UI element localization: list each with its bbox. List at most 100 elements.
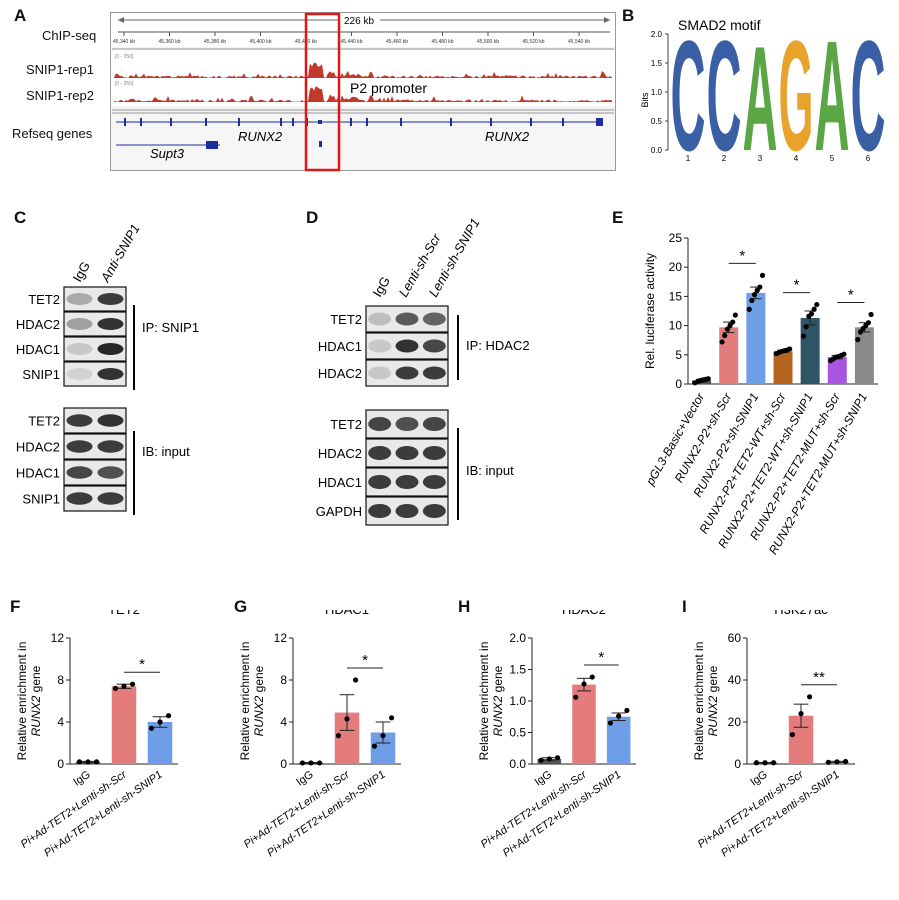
blot-band (422, 504, 446, 518)
motif-letter-C: C (707, 10, 742, 170)
chart-title: TET2 (108, 610, 140, 617)
tick-label: 45,460 kb (386, 39, 408, 45)
tick-label: 45,540 kb (568, 39, 590, 45)
motif-ytick-label: 1.0 (651, 88, 663, 97)
y-tick-label: 4 (280, 715, 287, 729)
panel-c-western: IgG Anti-SNIP1 TET2 HDAC2 HDAC1 SNIP1 TET2 HD… (16, 225, 199, 515)
blot-band (395, 312, 419, 326)
data-point (770, 760, 777, 766)
y-tick-label: 8 (280, 673, 287, 687)
chart-title: H3K27ac (774, 610, 828, 617)
blot-band (395, 446, 419, 460)
data-point (546, 756, 552, 762)
blot-band (97, 414, 124, 427)
motif-letter-C: C (671, 10, 706, 170)
y-axis-label-gene: RUNX2 (491, 695, 505, 736)
motif-ytick-label: 0.0 (651, 146, 663, 155)
exon (530, 118, 532, 126)
rep1-range: [0 - 250] (115, 54, 134, 60)
c-lane-anti-snip1: Anti-SNIP1 (97, 225, 143, 285)
motif-position: 6 (866, 154, 871, 163)
blot-band (395, 475, 419, 489)
blot-row-label: GAPDH (316, 504, 362, 519)
data-point (842, 758, 849, 765)
data-point (380, 733, 386, 739)
runx2-label-b: RUNX2 (485, 129, 530, 144)
motif-yticks: 0.0 0.5 1.0 1.5 2.0 (651, 30, 668, 155)
y-axis-label-line1: Relative enrichment in (692, 642, 706, 761)
motif-position: 2 (722, 154, 727, 163)
x-tick-label: IgG (294, 769, 315, 789)
data-point (299, 760, 306, 766)
motif-glyph: C (671, 10, 706, 170)
panel-label-a: A (14, 6, 27, 25)
d-input-blot-tet2 (365, 409, 449, 439)
y-tick-label: 8 (57, 673, 64, 687)
blot-row-label: SNIP1 (22, 367, 60, 382)
blot-band (422, 339, 446, 353)
y-tick-label: 12 (274, 631, 288, 645)
panel-label-e: E (612, 208, 624, 227)
tick-label: 45,440 kb (341, 39, 363, 45)
blot-band (395, 339, 419, 353)
motif-letter-G: G (779, 10, 814, 170)
blot-band (97, 318, 124, 330)
blot-band (422, 312, 446, 326)
motif-letter-C: C (851, 10, 886, 170)
data-point (157, 719, 163, 725)
data-point (121, 683, 127, 689)
data-point (129, 681, 136, 687)
blot-row-label: HDAC2 (16, 440, 60, 455)
data-point (789, 732, 796, 738)
blot-row-label: HDAC1 (318, 475, 362, 490)
blot-band (368, 312, 392, 326)
c-ip-blot-tet2 (63, 286, 127, 312)
data-point (388, 715, 395, 721)
blot-band (97, 368, 124, 380)
y-tick-label: 40 (728, 673, 742, 687)
data-point (616, 713, 622, 719)
data-point (787, 346, 793, 352)
motif-glyph: G (779, 10, 814, 170)
motif-positions: 1 2 3 4 5 6 (686, 154, 871, 163)
c-input-blot-hdac1 (63, 459, 127, 486)
blot-band (422, 366, 446, 380)
data-point (841, 351, 847, 357)
motif-ylabel: Bits (640, 92, 650, 108)
significance-star: ** (813, 669, 825, 686)
data-point (746, 306, 752, 312)
bar (572, 684, 596, 764)
data-point (589, 674, 595, 680)
data-point (607, 720, 614, 726)
chart-title: HDAC2 (562, 610, 606, 617)
d-ip-label: IP: HDAC2 (466, 338, 530, 353)
y-tick-label: 0 (734, 757, 741, 771)
blot-row-label: TET2 (330, 312, 362, 327)
exon (318, 120, 322, 124)
data-point (855, 337, 861, 343)
c-ip-blot-hdac2 (63, 311, 127, 337)
p2-highlight-box (304, 12, 341, 172)
y-tick-label: 20 (669, 260, 683, 274)
exon (366, 118, 368, 126)
y-axis-label-line2: RUNX2 gene (491, 665, 505, 736)
data-point (148, 725, 155, 731)
c-blots: TET2 HDAC2 HDAC1 SNIP1 TET2 HDAC2 HDAC1 SNIP1 (16, 286, 127, 512)
blot-band (66, 343, 93, 355)
data-point (798, 711, 804, 717)
rep1-signal (114, 62, 612, 78)
data-point (93, 759, 100, 765)
x-tick-label: IgG (71, 769, 92, 789)
rep2-range: [0 - 250] (115, 81, 134, 87)
blot-row-label: HDAC1 (318, 339, 362, 354)
panel-label-h: H (458, 597, 471, 616)
y-axis-label-line2: RUNX2 gene (252, 665, 266, 736)
data-point (722, 332, 728, 339)
y-tick-label: 0 (57, 757, 64, 771)
panel-label-g: G (234, 597, 248, 616)
blot-band (97, 466, 124, 479)
y-tick-label: 5 (675, 348, 682, 362)
data-point (538, 757, 544, 763)
significance-star: * (848, 287, 854, 304)
blot-band (66, 318, 93, 330)
